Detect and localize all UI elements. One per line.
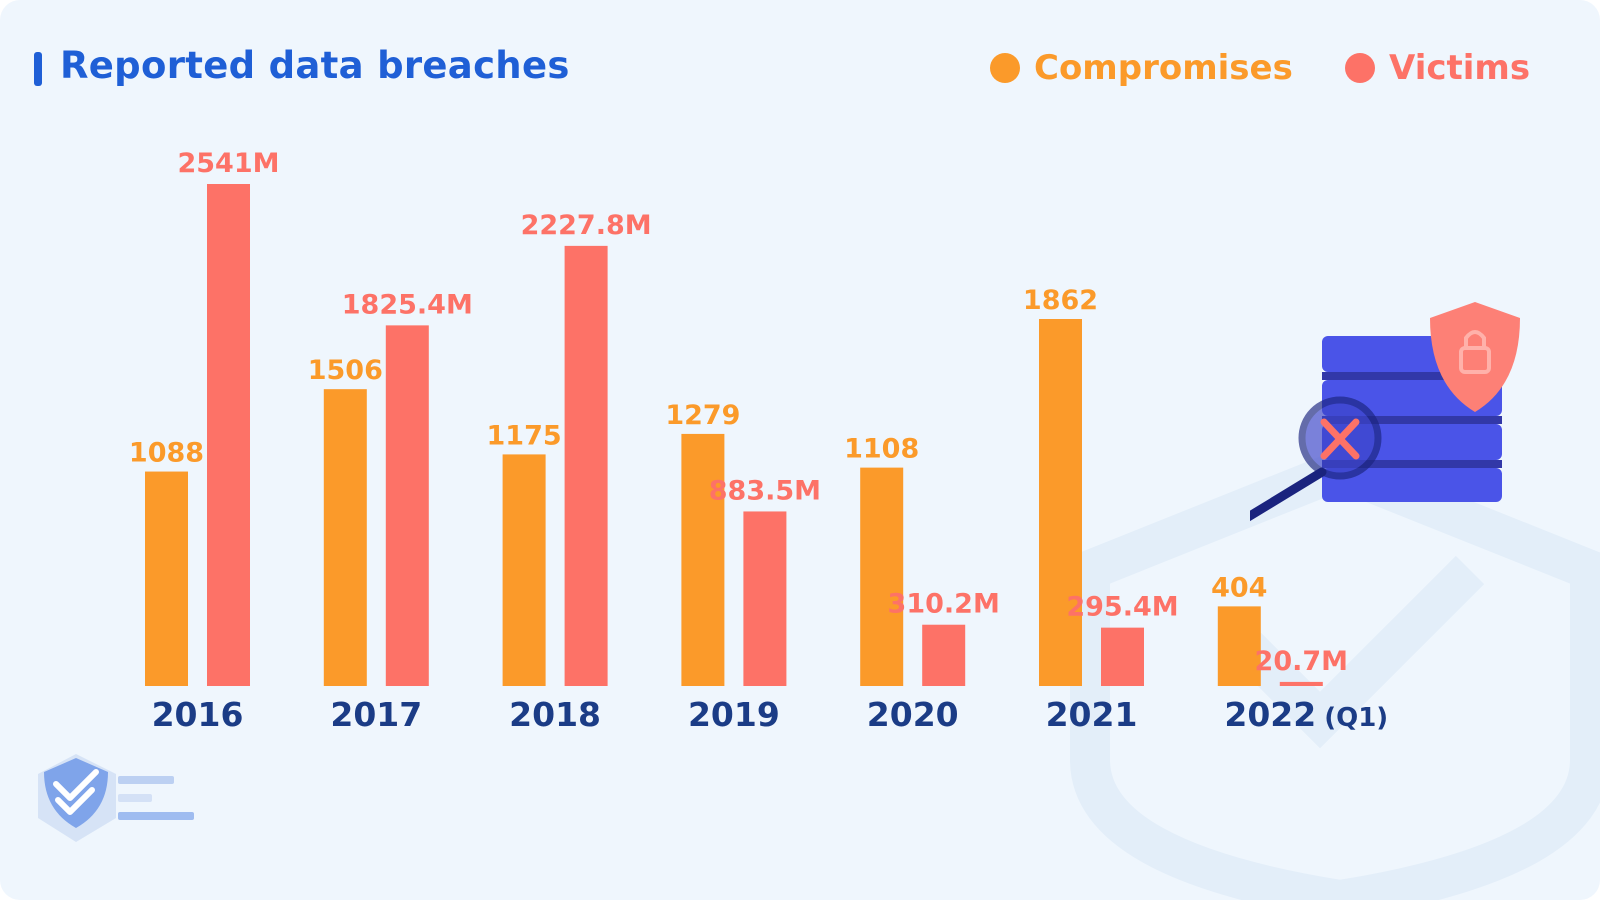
data-label-compromises: 404 [1211,572,1267,603]
bar-compromises [681,433,725,686]
legend-dot-victims [1345,53,1375,83]
data-label-compromises: 1108 [844,434,919,465]
data-label-victims: 2541M [177,148,279,179]
x-tick-label: 2018 [509,695,601,734]
data-label-victims: 310.2M [888,589,1000,620]
bar-victims [207,184,250,686]
bar-compromises [502,454,546,686]
bar-compromises [145,471,188,686]
chart-title: Reported data breaches [60,44,570,87]
data-label-compromises: 1175 [487,420,562,451]
data-label-victims: 1825.4M [342,289,473,320]
x-tick-label: 2022 (Q1) [1224,695,1388,734]
bar-victims [564,245,608,686]
x-tick-label: 2021 [1046,695,1138,734]
data-label-victims: 2227.8M [521,210,652,241]
x-tick-label: 2017 [330,695,422,734]
data-label-victims: 20.7M [1255,646,1349,677]
x-tick-label: 2016 [152,695,244,734]
data-label-compromises: 1506 [308,355,383,386]
bar-victims [385,325,429,686]
bar-victims [922,624,966,686]
x-tick-suffix: (Q1) [1324,703,1388,733]
data-label-victims: 295.4M [1066,592,1178,623]
shield-lock-icon [1430,302,1520,412]
bar-compromises [1039,319,1082,686]
bar-victims [1101,627,1144,686]
x-tick-label: 2020 [867,695,959,734]
bar-compromises [860,467,904,686]
x-tick-label: 2019 [688,695,780,734]
bar-victims [743,511,787,686]
data-label-compromises: 1279 [665,400,740,431]
legend-label-victims: Victims [1389,48,1531,88]
data-label-victims: 883.5M [709,475,821,506]
legend-dot-compromises [990,53,1020,83]
legend-item-victims: Victims [1345,48,1530,88]
title-accent-bar [34,52,42,86]
database-breach-illustration [1250,302,1520,522]
bar-compromises [323,389,367,686]
bar-compromises [1217,606,1261,686]
data-label-compromises: 1088 [129,438,204,469]
legend-item-compromises: Compromises [990,48,1293,88]
legend-label-compromises: Compromises [1034,48,1293,88]
logo-shield-check-icon [38,754,194,842]
bar-victims [1279,681,1323,686]
magnifier-x-icon [1250,396,1382,522]
data-label-compromises: 1862 [1023,285,1098,316]
